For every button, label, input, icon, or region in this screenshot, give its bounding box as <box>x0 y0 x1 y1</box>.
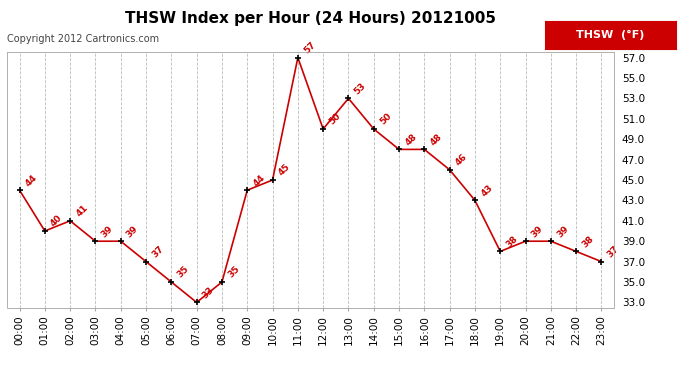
Text: 35: 35 <box>175 265 190 280</box>
Text: 37: 37 <box>150 244 166 260</box>
Text: 48: 48 <box>403 132 419 147</box>
Text: 38: 38 <box>580 234 595 249</box>
Text: 38: 38 <box>504 234 520 249</box>
Text: 39: 39 <box>555 224 571 239</box>
Text: 43: 43 <box>479 183 495 198</box>
Text: 33: 33 <box>201 285 216 300</box>
Text: 37: 37 <box>606 244 621 260</box>
Text: 50: 50 <box>327 112 342 127</box>
Text: 39: 39 <box>99 224 115 239</box>
Text: THSW  (°F): THSW (°F) <box>576 30 645 40</box>
Text: 41: 41 <box>75 203 90 219</box>
Text: 57: 57 <box>302 40 317 56</box>
Text: 46: 46 <box>454 152 469 168</box>
Text: 39: 39 <box>125 224 140 239</box>
Text: 39: 39 <box>530 224 545 239</box>
Text: 44: 44 <box>251 172 267 188</box>
Text: 53: 53 <box>353 81 368 96</box>
Text: 40: 40 <box>49 214 64 229</box>
Text: Copyright 2012 Cartronics.com: Copyright 2012 Cartronics.com <box>7 34 159 44</box>
Text: THSW Index per Hour (24 Hours) 20121005: THSW Index per Hour (24 Hours) 20121005 <box>125 11 496 26</box>
Text: 50: 50 <box>378 112 393 127</box>
Text: 45: 45 <box>277 162 292 178</box>
Text: 44: 44 <box>23 172 39 188</box>
Text: 48: 48 <box>428 132 444 147</box>
Text: 35: 35 <box>226 265 242 280</box>
